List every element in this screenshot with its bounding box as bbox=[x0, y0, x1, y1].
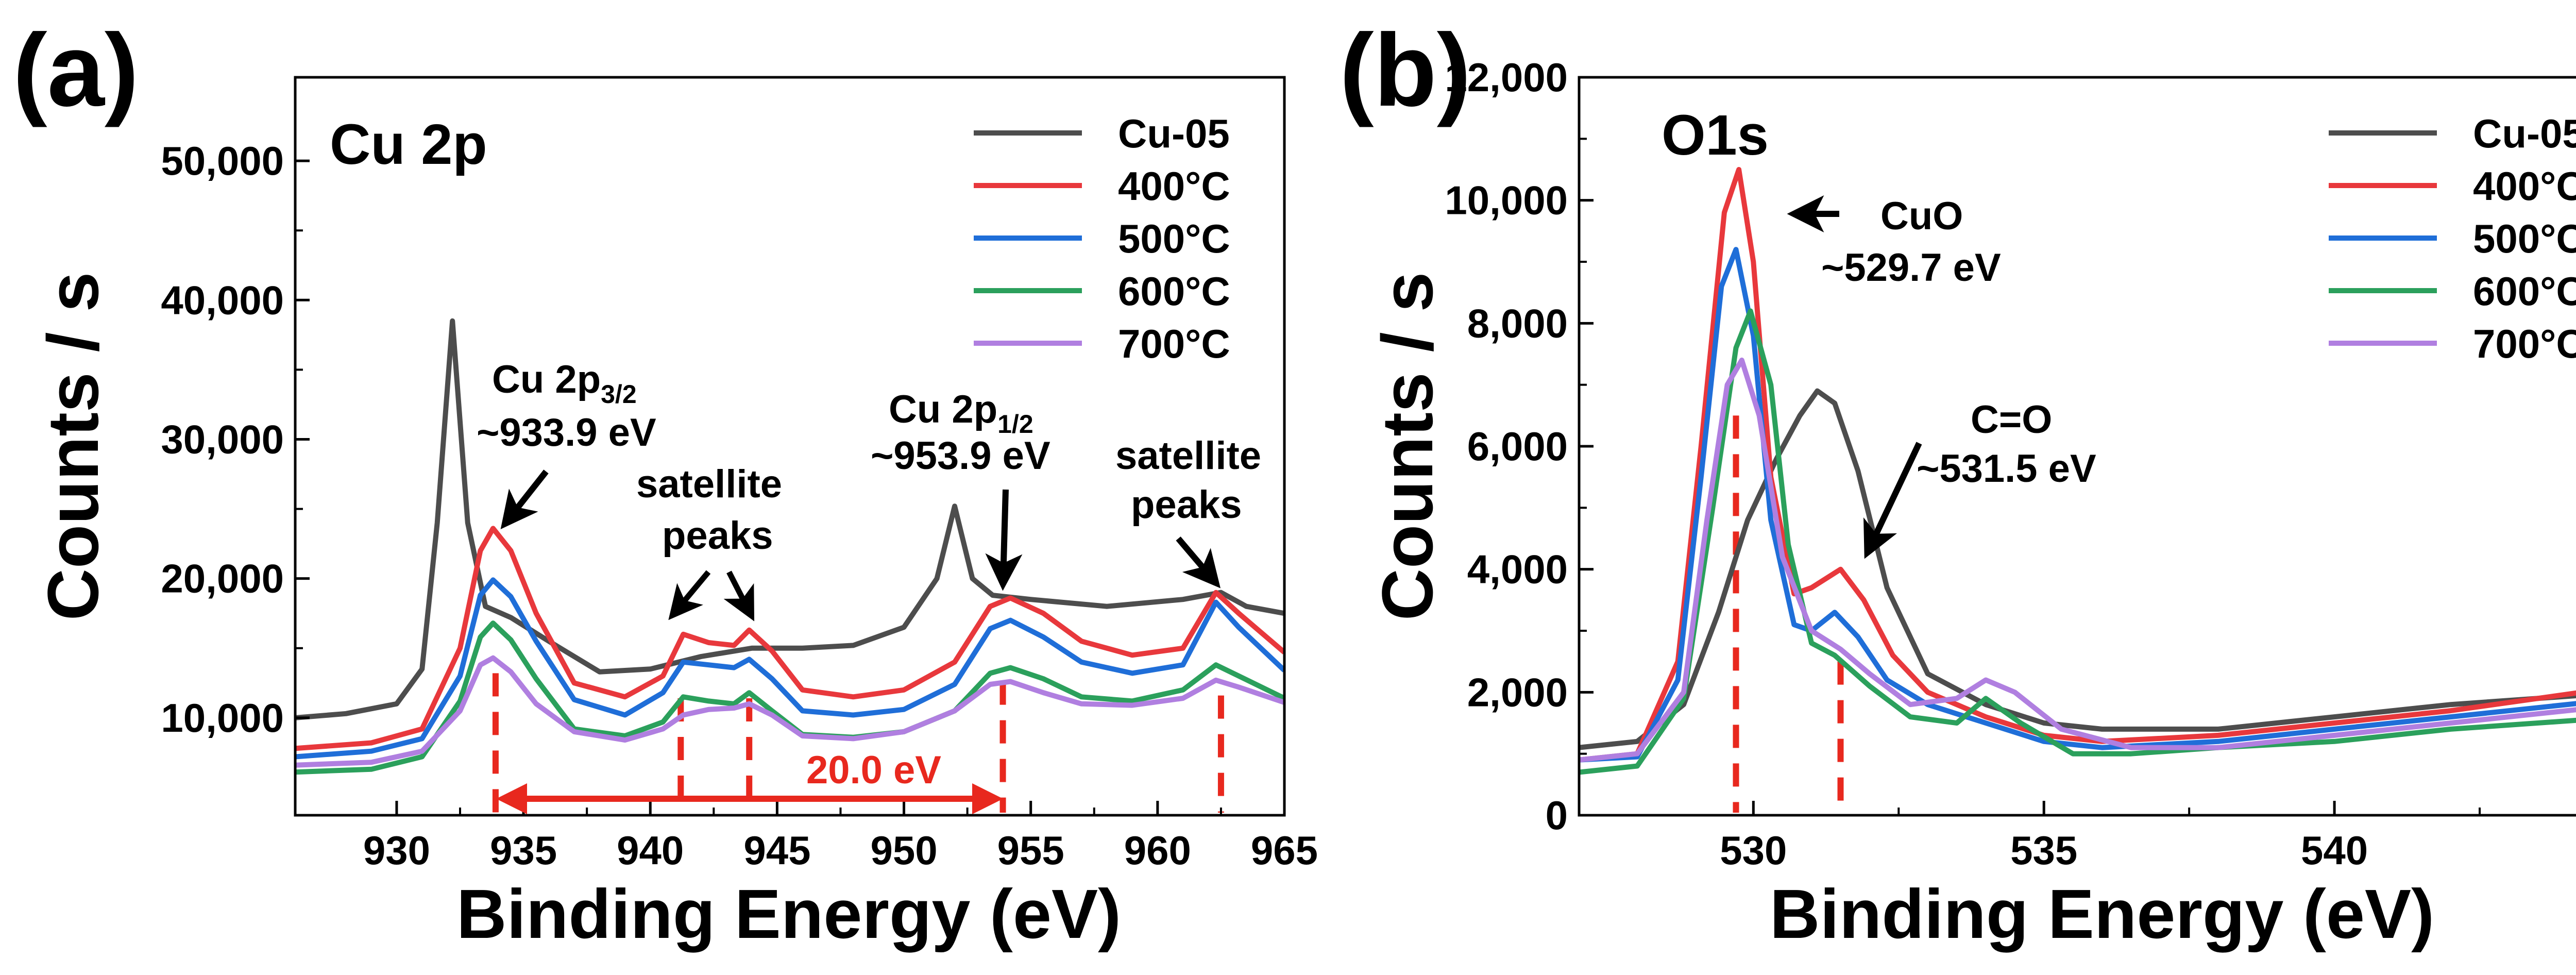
panel-a-grid-area: 930 935 940 945 950 955 960 965 10,000 20,000 30,… bbox=[161, 76, 1318, 873]
satellite1-line2: peaks bbox=[662, 514, 773, 558]
series-line bbox=[1579, 357, 2576, 763]
panel-b-annotations: CuO ~529.7 eV C=O ~531.5 eV bbox=[1787, 194, 2096, 559]
cu2p32-value: ~933.9 eV bbox=[477, 411, 656, 455]
legend-label: Cu-05 bbox=[1118, 111, 1230, 156]
x-tick-label: 535 bbox=[2010, 828, 2077, 873]
series-line bbox=[1579, 388, 2576, 750]
panel-a-label: (a) bbox=[13, 13, 139, 128]
x-tick-label: 940 bbox=[617, 828, 684, 873]
x-tick-label: 530 bbox=[1720, 828, 1787, 873]
panel-b-y-axis-label: Counts / s bbox=[1367, 272, 1448, 621]
panel-b-title: O1s bbox=[1662, 104, 1769, 167]
series-line bbox=[1579, 167, 2576, 763]
panel-b-x-axis-label: Binding Energy (eV) bbox=[1770, 875, 2434, 953]
y-tick-label: 50,000 bbox=[161, 138, 284, 183]
y-tick-label: 6,000 bbox=[1467, 424, 1568, 469]
satellite1-arrow-left bbox=[668, 570, 711, 620]
legend-label: 600°C bbox=[2473, 268, 2576, 314]
co-label: C=O bbox=[1971, 398, 2052, 442]
y-tick-label: 8,000 bbox=[1467, 300, 1568, 346]
legend-label: 400°C bbox=[1118, 163, 1230, 209]
satellite2-line1: satellite bbox=[1115, 434, 1261, 478]
legend-label: 500°C bbox=[1118, 216, 1230, 261]
panel-b-x-axis: 530535540545 bbox=[1720, 801, 2481, 873]
y-tick-label: 0 bbox=[1546, 793, 1568, 838]
panel-b-y-axis: 0 2,000 4,000 6,000 8,000 10,000 12,000 bbox=[1445, 55, 1594, 838]
co-value: ~531.5 eV bbox=[1917, 447, 2096, 491]
cu2p12-label: Cu 2p1/2 bbox=[889, 388, 1033, 439]
series-line bbox=[295, 655, 1284, 768]
legend-label: 500°C bbox=[2473, 216, 2576, 261]
panel-a-annotations: Cu 2p3/2 ~933.9 eV satellite peaks Cu 2p… bbox=[477, 358, 1261, 814]
y-tick-label: 30,000 bbox=[161, 416, 284, 462]
panel-a-title: Cu 2p bbox=[330, 113, 487, 176]
y-tick-label: 20,000 bbox=[161, 556, 284, 601]
satellite2-line2: peaks bbox=[1131, 483, 1242, 527]
panel-b-series bbox=[1579, 167, 2576, 775]
panel-a-frame bbox=[294, 76, 1286, 817]
panel-a-x-axis-label: Binding Energy (eV) bbox=[456, 875, 1121, 953]
x-tick-label: 930 bbox=[363, 828, 430, 873]
x-tick-label: 960 bbox=[1124, 828, 1191, 873]
panel-b-reference-lines bbox=[1733, 415, 1844, 813]
panel-a-legend: Cu-05 400°C 500°C 600°C 700°C bbox=[974, 111, 1230, 366]
co-arrow bbox=[1863, 442, 1922, 559]
panel-a-y-axis-label: Counts / s bbox=[32, 272, 113, 621]
panel-b-legend: Cu-05 400°C 500°C 600°C 700°C bbox=[2329, 111, 2576, 366]
legend-label: 700°C bbox=[1118, 321, 1230, 366]
series-line bbox=[295, 318, 1284, 720]
legend-label: 600°C bbox=[1118, 268, 1230, 314]
satellite1-arrow-right bbox=[723, 570, 755, 621]
cuo-value: ~529.7 eV bbox=[1821, 246, 2001, 290]
y-tick-label: 4,000 bbox=[1467, 547, 1568, 592]
cu2p32-label: Cu 2p3/2 bbox=[492, 358, 637, 409]
x-tick-label: 945 bbox=[743, 828, 810, 873]
splitting-label: 20.0 eV bbox=[806, 748, 941, 792]
satellite2-arrow bbox=[1176, 536, 1221, 589]
satellite1-line1: satellite bbox=[636, 462, 782, 506]
panel-b: (b) 530535540545 02,0004,0006,0008,00010… bbox=[1340, 13, 2576, 953]
panel-a-series bbox=[295, 318, 1284, 775]
panel-b-label: (b) bbox=[1340, 13, 1471, 128]
series-line bbox=[1579, 247, 2576, 763]
series-line bbox=[295, 526, 1284, 751]
x-tick-label: 965 bbox=[1251, 828, 1318, 873]
x-tick-label: 540 bbox=[2301, 828, 2368, 873]
panel-a-y-axis: 10,000 20,000 30,000 40,000 50,000 bbox=[161, 138, 310, 741]
cu2p12-arrow bbox=[985, 489, 1023, 591]
x-tick-label: 955 bbox=[997, 828, 1064, 873]
y-tick-label: 10,000 bbox=[161, 695, 284, 741]
cu2p32-arrow bbox=[500, 469, 549, 529]
series-line bbox=[295, 577, 1284, 760]
panel-a-x-axis: 930 935 940 945 950 955 960 965 bbox=[363, 801, 1318, 873]
panel-a: (a) 930 935 940 945 950 955 960 965 10,000 20,00… bbox=[13, 13, 1318, 953]
legend-label: Cu-05 bbox=[2473, 111, 2576, 156]
legend-label: 700°C bbox=[2473, 321, 2576, 366]
cu2p12-value: ~953.9 eV bbox=[871, 434, 1050, 478]
legend-label: 400°C bbox=[2473, 163, 2576, 209]
x-tick-label: 950 bbox=[870, 828, 937, 873]
x-tick-label: 935 bbox=[490, 828, 557, 873]
y-tick-label: 10,000 bbox=[1445, 178, 1568, 223]
cuo-label: CuO bbox=[1880, 194, 1963, 238]
series-line bbox=[295, 620, 1284, 775]
y-tick-label: 12,000 bbox=[1445, 55, 1568, 100]
y-tick-label: 2,000 bbox=[1467, 669, 1568, 715]
y-tick-label: 40,000 bbox=[161, 277, 284, 323]
